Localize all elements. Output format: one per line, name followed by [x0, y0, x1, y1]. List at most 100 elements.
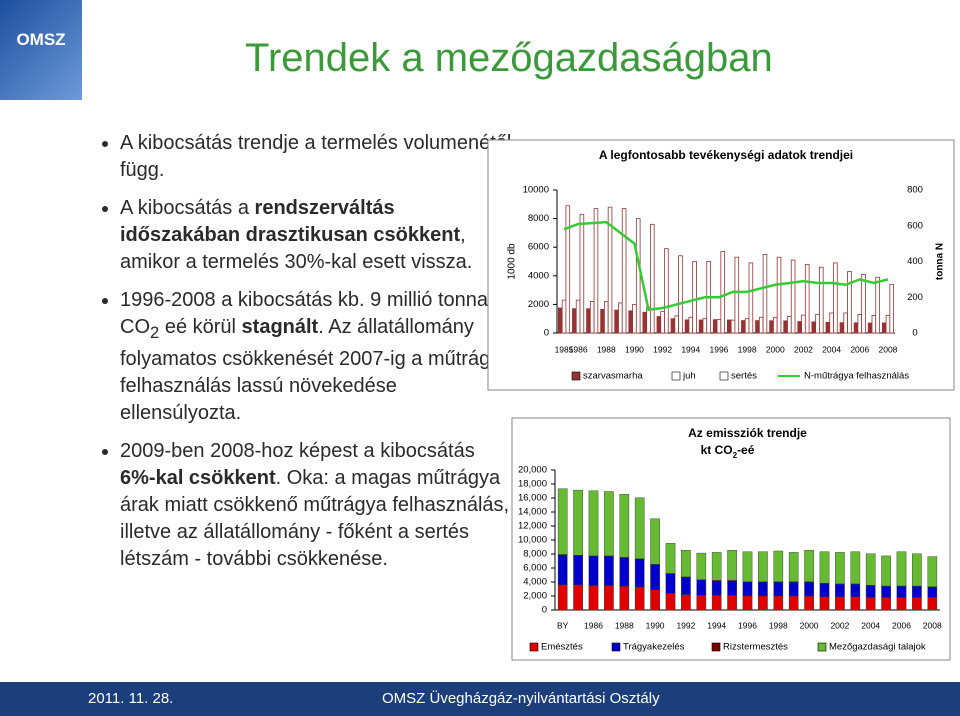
x-tick-label: 2002	[794, 344, 813, 354]
bar-segment	[665, 593, 676, 611]
bar-segment	[742, 551, 753, 582]
y-tick-label: 2000	[528, 299, 549, 310]
bar-segment	[681, 594, 691, 611]
bar	[716, 319, 722, 334]
bar-segment	[804, 581, 814, 597]
bar-segment	[696, 595, 707, 611]
x-tick-label: 1988	[615, 620, 634, 630]
x-tick-label: 2000	[766, 344, 785, 354]
bullet-text: . Oka: a magas műtrágya árak miatt csökk…	[120, 467, 510, 570]
bar-segment	[650, 518, 660, 565]
y2-tick-label: 600	[907, 220, 923, 231]
bar	[839, 322, 845, 334]
bar-segment	[819, 596, 830, 611]
x-tick-label: 2006	[892, 620, 911, 630]
bar	[692, 261, 697, 334]
bar	[646, 306, 651, 334]
x-tick-label: 2008	[878, 344, 897, 354]
bar	[607, 206, 613, 334]
y-tick-label: 6,000	[523, 563, 547, 574]
y-tick-label: 10,000	[518, 535, 547, 546]
bar	[843, 312, 848, 334]
x-tick-label: 1996	[709, 344, 728, 354]
bar-segment	[742, 581, 753, 597]
bar-segment	[619, 586, 630, 611]
footer-org: OMSZ Üvegházgáz-nyilvántartási Osztály	[382, 690, 660, 707]
bar-segment	[557, 554, 568, 586]
y-tick-label: 8000	[528, 213, 549, 224]
bar	[688, 316, 694, 334]
line	[563, 220, 889, 312]
chart-subtitle: kt CO2-eé	[701, 443, 755, 459]
x-tick-label: 2004	[861, 620, 880, 630]
bar-segment	[896, 597, 907, 611]
bar-segment	[788, 552, 799, 582]
footer: 2011. 11. 28. OMSZ Üvegházgáz-nyilvántar…	[0, 682, 960, 716]
bar	[730, 319, 736, 334]
bar-segment	[604, 555, 614, 586]
bar	[575, 299, 581, 334]
chart-title: A legfontosabb tevékenységi adatok trend…	[599, 148, 853, 162]
y-tick-label: 2,000	[523, 591, 547, 602]
slide-title: Trendek a mezőgazdaságban	[245, 36, 773, 80]
x-tick-label: 1992	[676, 620, 695, 630]
bar-segment	[711, 552, 722, 581]
bar	[773, 316, 778, 334]
charts: A legfontosabb tevékenységi adatok trend…	[487, 139, 955, 661]
bar	[811, 321, 817, 334]
bar	[614, 309, 619, 334]
bar-segment	[850, 551, 861, 585]
x-tick-label: 1986	[569, 344, 588, 354]
bar-segment	[604, 491, 614, 557]
bar	[600, 309, 605, 334]
bar-segment	[619, 494, 630, 558]
bar	[783, 320, 788, 334]
x-tick-label: BY	[557, 620, 569, 630]
bar	[621, 208, 627, 334]
bar-segment	[912, 597, 922, 611]
bar	[727, 319, 732, 334]
bullet-text: A kibocsátás a	[120, 197, 255, 219]
bullet-text: A kibocsátás trendje a termelés volumené…	[120, 132, 512, 181]
bar	[593, 208, 599, 334]
bar-segment	[588, 585, 599, 611]
y2-tick-label: 0	[912, 328, 917, 339]
x-tick-label: 1986	[584, 620, 603, 630]
bar	[635, 218, 641, 334]
x-tick-label: 1994	[707, 620, 726, 630]
bar	[762, 253, 768, 334]
bar	[656, 316, 662, 334]
bar-segment	[773, 595, 784, 611]
legend-label: szarvasmarha	[583, 371, 643, 382]
bar	[618, 302, 623, 334]
bullet-list: A kibocsátás trendje a termelés volumené…	[88, 130, 512, 584]
x-tick-label: 1985	[555, 344, 574, 354]
bar	[829, 312, 834, 334]
bullet-text: , amikor a termelés 30%-kal esett vissza…	[120, 224, 473, 273]
bullet-text: 6%-kal csökkent	[120, 467, 276, 489]
x-tick-label: 1998	[738, 344, 757, 354]
bar-segment	[927, 597, 938, 611]
bar-segment	[573, 555, 583, 586]
legend-label: Mezőgazdasági talajok	[829, 642, 926, 653]
legend-swatch	[529, 642, 539, 652]
y-tick-label: 18,000	[518, 479, 547, 490]
x-tick-label: 1992	[653, 344, 672, 354]
bar	[586, 308, 591, 334]
bar	[875, 276, 880, 334]
chart-frame	[511, 417, 951, 661]
y-tick-label: 12,000	[518, 521, 547, 532]
y-tick-label: 20,000	[518, 465, 547, 476]
bar	[787, 316, 792, 334]
x-tick-label: 1998	[769, 620, 788, 630]
bar-segment	[804, 550, 814, 582]
bar-segment	[850, 583, 861, 597]
bar-segment	[711, 595, 722, 611]
legend-label: sertés	[731, 371, 757, 382]
y-tick-label: 4,000	[523, 577, 547, 588]
bar-segment	[711, 580, 722, 596]
bar-segment	[681, 576, 691, 595]
bar-segment	[681, 550, 691, 578]
bar	[734, 256, 740, 334]
bar-segment	[927, 586, 938, 598]
